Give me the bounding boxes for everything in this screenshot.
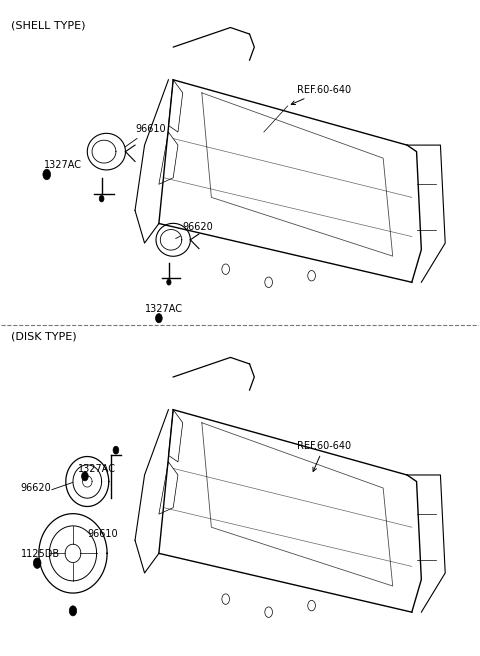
Text: (SHELL TYPE): (SHELL TYPE) [11, 21, 85, 31]
Circle shape [34, 558, 41, 568]
Text: REF.60-640: REF.60-640 [291, 85, 351, 104]
Text: 96620: 96620 [21, 483, 51, 493]
Text: 1327AC: 1327AC [144, 304, 182, 314]
Text: 96620: 96620 [176, 222, 214, 239]
Circle shape [43, 169, 50, 180]
Circle shape [156, 314, 162, 323]
Circle shape [167, 279, 171, 285]
Text: 1327AC: 1327AC [44, 160, 83, 170]
Circle shape [82, 472, 88, 481]
Text: (DISK TYPE): (DISK TYPE) [11, 331, 76, 341]
Circle shape [99, 195, 104, 202]
Circle shape [69, 605, 77, 616]
Circle shape [113, 446, 119, 454]
Text: REF.60-640: REF.60-640 [297, 441, 351, 472]
Text: 1125DB: 1125DB [21, 548, 60, 559]
Text: 96610: 96610 [125, 124, 166, 147]
Text: 96610: 96610 [87, 529, 118, 539]
Text: 1327AC: 1327AC [78, 464, 116, 474]
